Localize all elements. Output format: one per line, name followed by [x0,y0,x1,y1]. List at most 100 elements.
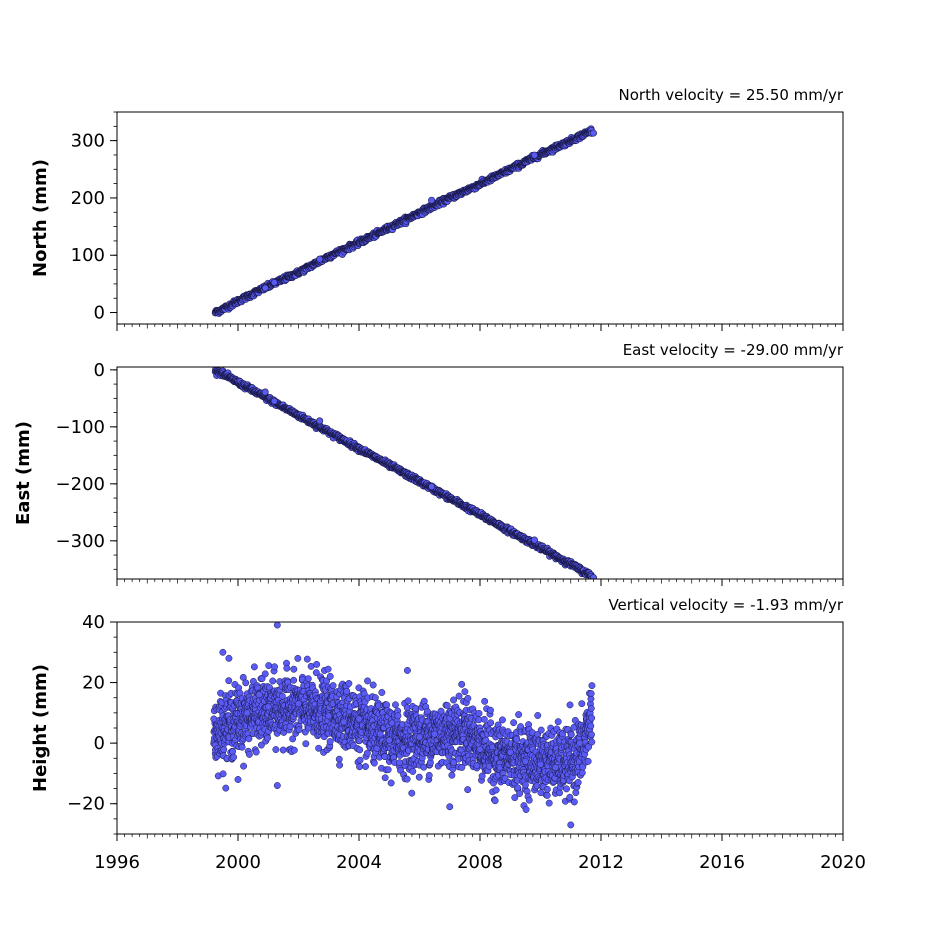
data-point [425,771,433,779]
data-point [210,715,218,723]
data-point [304,675,312,683]
data-point [587,704,595,712]
data-point [336,761,344,769]
data-point [404,697,412,705]
data-point [279,746,287,754]
data-point [522,806,530,813]
data-point [329,682,337,690]
data-point [303,655,311,663]
data-point [515,711,523,719]
data-point [238,743,246,751]
data-point [394,712,402,720]
data-point [315,744,323,752]
data-point [589,129,597,137]
data-point [264,703,272,711]
y-tick-label: −200 [56,474,105,495]
data-point [269,677,277,685]
data-point [475,709,483,717]
data-point [242,679,250,687]
data-point [510,719,518,727]
data-point [448,771,456,779]
data-point [491,797,499,805]
data-point [369,681,377,689]
x-tick-label: 2020 [820,852,866,873]
y-tick-label: 0 [94,303,105,324]
data-point [408,789,416,797]
data-point [356,756,364,764]
data-point [240,762,248,770]
data-point [381,774,389,782]
data-point [450,696,457,704]
data-point [371,694,379,702]
data-point [481,697,489,705]
data-point [335,755,343,763]
data-point [270,397,278,405]
data-point [521,757,529,765]
data-point [428,196,436,204]
data-point [255,691,263,699]
y-tick-label: −300 [56,531,105,552]
data-point [563,785,570,793]
x-tick-label: 2000 [215,852,261,873]
data-point [578,700,586,708]
data-point [289,735,297,743]
panel-3: Vertical velocity = -1.93 mm/yr Height (m… [30,596,866,873]
x-tick-label: 2016 [699,852,745,873]
data-point [576,739,584,747]
data-point [585,743,593,751]
data-point [458,680,466,688]
data-point [220,746,228,753]
data-point [556,789,563,797]
y-axis-label: East (mm) [13,421,34,525]
data-point [356,763,363,771]
data-point [450,759,458,766]
x-tick-label: 1996 [94,852,140,873]
data-point [312,669,320,677]
data-point [587,690,595,698]
data-point [423,708,431,715]
data-point [478,772,486,780]
data-points [211,125,597,317]
plot-frame [116,111,844,325]
data-point [545,799,553,807]
data-point [589,574,597,579]
data-points [211,367,597,579]
data-point [385,736,393,744]
data-point [286,722,294,730]
data-point [225,677,233,685]
data-point [587,722,595,730]
data-point [355,715,363,723]
data-point [543,791,551,799]
data-point [588,738,596,746]
data-point [378,689,386,696]
data-point [295,726,303,734]
x-tick-label: 2012 [578,852,624,873]
data-point [270,278,278,286]
data-point [302,740,310,748]
data-point [403,667,411,674]
data-point [506,748,514,756]
data-point [537,760,544,768]
data-point [325,712,333,720]
panel-1: North velocity = 25.50 mm/yr North (mm) 0 1… [30,86,844,331]
panel-title: Vertical velocity = -1.93 mm/yr [608,596,843,614]
data-point [384,766,392,774]
data-point [511,794,519,802]
x-tick-label: 2004 [336,852,382,873]
data-point [245,735,253,743]
data-point [222,784,230,792]
data-point [578,769,586,777]
data-point [345,680,353,687]
data-point [480,715,488,723]
y-tick-label: −100 [56,417,105,438]
data-point [370,759,378,767]
data-point [363,749,371,757]
data-point [464,786,472,794]
data-point [443,701,451,709]
data-point [428,483,436,491]
data-point [461,688,469,696]
data-point [261,388,269,396]
y-tick-label: 300 [71,131,105,152]
data-point [387,779,395,787]
